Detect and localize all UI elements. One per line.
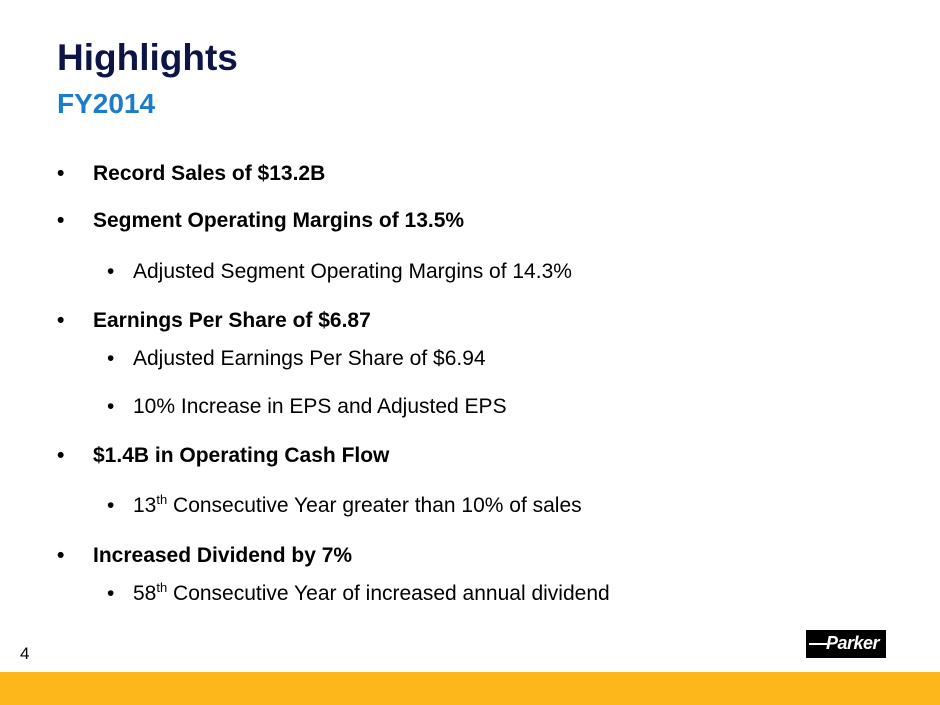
bullet-icon: •: [107, 582, 115, 605]
bullet-icon: •: [57, 544, 65, 567]
subbullet-consecutive-dividend: • 58th Consecutive Year of increased annu…: [107, 580, 610, 605]
bullet-icon: •: [107, 260, 115, 283]
bullet-icon: •: [107, 395, 115, 418]
bullet-icon: •: [107, 494, 115, 517]
bullet-icon: •: [57, 162, 65, 185]
bullet-eps: • Earnings Per Share of $6.87: [57, 309, 371, 332]
footer-bar: [0, 672, 940, 705]
logo-line-icon: [809, 643, 827, 645]
subbullet-adjusted-margins: • Adjusted Segment Operating Margins of 1…: [107, 260, 572, 283]
bullet-icon: •: [57, 444, 65, 467]
bullet-cash-flow: • $1.4B in Operating Cash Flow: [57, 444, 390, 467]
subbullet-adjusted-eps: • Adjusted Earnings Per Share of $6.94: [107, 347, 486, 370]
logo-text: Parker: [826, 633, 880, 653]
bullet-icon: •: [57, 209, 65, 232]
bullet-record-sales: • Record Sales of $13.2B: [57, 162, 326, 185]
slide-subtitle: FY2014: [57, 88, 156, 119]
bullet-icon: •: [57, 309, 65, 332]
slide-title: Highlights: [57, 37, 238, 78]
bullet-dividend: • Increased Dividend by 7%: [57, 544, 353, 567]
bullet-icon: •: [107, 347, 115, 370]
subbullet-consecutive-cash: • 13th Consecutive Year greater than 10% …: [107, 492, 582, 517]
parker-logo: Parker: [806, 630, 886, 658]
subbullet-eps-increase: • 10% Increase in EPS and Adjusted EPS: [107, 395, 507, 418]
bullet-segment-margins: • Segment Operating Margins of 13.5%: [57, 209, 465, 232]
page-number: 4: [20, 644, 30, 663]
